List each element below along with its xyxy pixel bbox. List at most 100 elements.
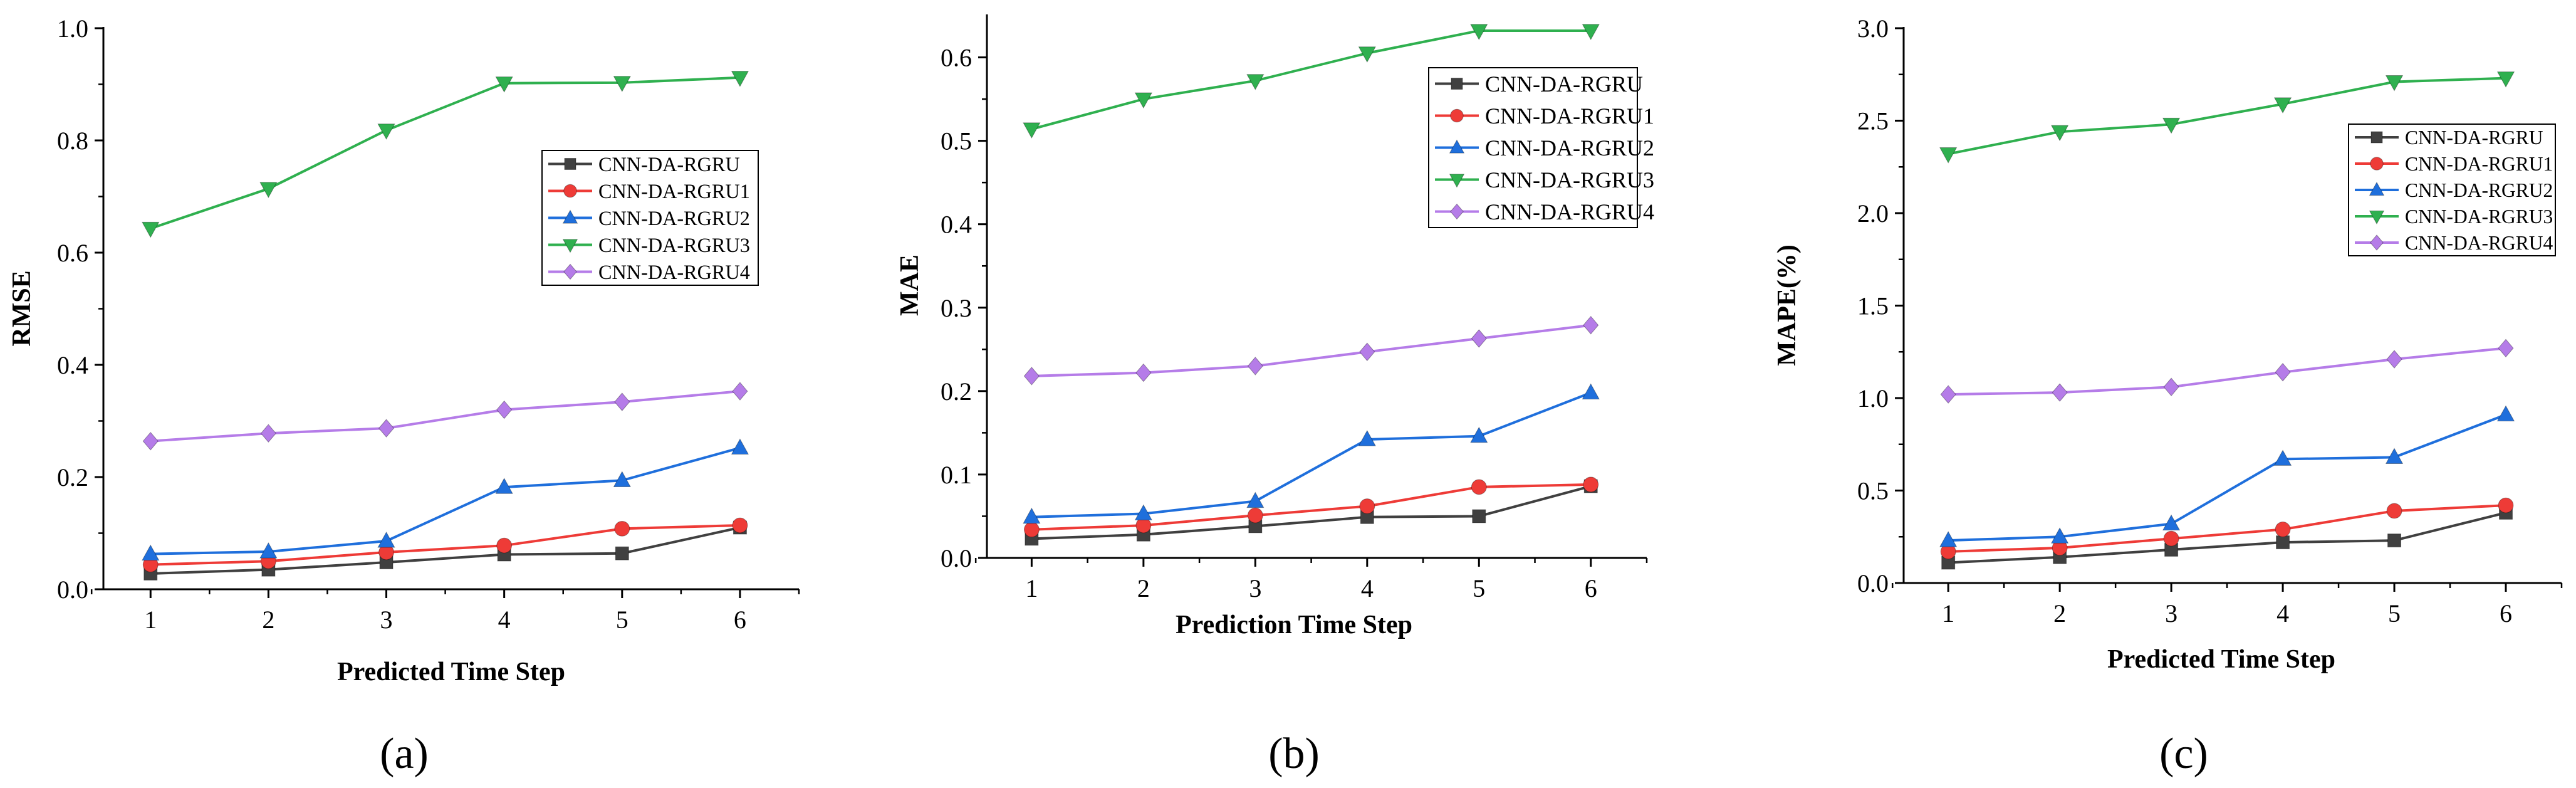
data-point xyxy=(2162,117,2181,134)
data-point xyxy=(731,438,749,455)
data-point xyxy=(1135,363,1152,382)
data-point xyxy=(2498,497,2514,513)
series-line xyxy=(150,446,741,555)
data-point xyxy=(2273,97,2292,113)
y-tick-label: 0.5 xyxy=(941,127,972,155)
data-point xyxy=(1023,507,1041,524)
x-tick-label: 6 xyxy=(2500,599,2512,628)
legend-swatch-marker xyxy=(562,209,578,224)
data-point xyxy=(2162,514,2181,531)
data-point xyxy=(259,542,278,559)
x-tick-label: 6 xyxy=(1585,574,1597,602)
data-point xyxy=(1247,507,1263,523)
data-point xyxy=(2387,533,2402,548)
legend-swatch-marker xyxy=(1451,78,1463,90)
y-tick-label: 0.4 xyxy=(57,351,88,379)
legend-entry-label: CNN-DA-RGRU3 xyxy=(1485,167,1654,192)
data-point xyxy=(378,419,395,438)
x-tick-label: 4 xyxy=(498,606,511,634)
legend-entry-label: CNN-DA-RGRU xyxy=(2405,127,2543,149)
series-cnn-da-rgru2 xyxy=(1939,405,2515,547)
data-point xyxy=(142,431,159,451)
legend-entry-label: CNN-DA-RGRU1 xyxy=(2405,153,2553,175)
data-point xyxy=(1247,357,1263,376)
series-line xyxy=(1948,504,2506,553)
series-cnn-da-rgru xyxy=(1025,479,1598,546)
data-point xyxy=(1583,476,1599,493)
legend: CNN-DA-RGRU CNN-DA-RGRU1 CNN-DA-RGRU2 CNN-D… xyxy=(2348,123,2556,256)
legend-swatch-marker xyxy=(2370,131,2383,144)
legend-swatch-marker xyxy=(1450,203,1464,220)
data-point xyxy=(2273,449,2292,466)
data-point xyxy=(1939,147,1958,164)
series-cnn-da-rgru xyxy=(143,520,747,580)
x-tick-label: 1 xyxy=(1942,599,1954,628)
data-point xyxy=(613,76,631,92)
series-cnn-da-rgru2 xyxy=(1023,383,1600,524)
data-point xyxy=(2498,339,2514,358)
data-point xyxy=(496,537,513,554)
x-tick-label: 6 xyxy=(734,606,746,634)
y-tick-label: 0.0 xyxy=(1857,569,1889,597)
y-tick-label: 0.2 xyxy=(941,377,972,406)
data-point xyxy=(2386,503,2402,519)
panel-caption: (c) xyxy=(2159,730,2208,778)
y-tick-label: 3.0 xyxy=(1857,14,1889,43)
legend: CNN-DA-RGRU CNN-DA-RGRU1 CNN-DA-RGRU2 CNN-D… xyxy=(1428,67,1654,228)
y-tick-label: 0.1 xyxy=(941,461,972,489)
y-tick-label: 0.0 xyxy=(941,544,972,572)
data-point xyxy=(2385,75,2404,92)
y-tick-label: 0.6 xyxy=(941,44,972,72)
x-tick-label: 1 xyxy=(144,606,157,634)
x-axis-title: Prediction Time Step xyxy=(1176,611,1412,639)
legend-entry-label: CNN-DA-RGRU2 xyxy=(598,207,750,229)
chart-panel-a: 0.0 0.2 0.4 0.6 0.8 1.0 1 2 3 4 5 6 Predicted Time S… xyxy=(8,14,800,778)
data-point xyxy=(2163,530,2179,547)
series-cnn-da-rgru3 xyxy=(1023,24,1600,139)
data-point xyxy=(2052,383,2068,402)
data-point xyxy=(1470,426,1488,443)
data-point xyxy=(613,471,631,487)
series-cnn-da-rgru4 xyxy=(142,382,748,451)
data-point xyxy=(259,182,278,199)
y-tick-label: 0.4 xyxy=(941,211,972,239)
data-point xyxy=(1134,504,1153,521)
y-tick-label: 2.0 xyxy=(1857,199,1889,228)
data-point xyxy=(1940,385,1956,404)
series-cnn-da-rgru2 xyxy=(142,438,749,561)
data-point xyxy=(2276,535,2290,550)
legend-entry-label: CNN-DA-RGRU4 xyxy=(598,261,750,283)
data-point xyxy=(1023,122,1041,139)
legend: CNN-DA-RGRU CNN-DA-RGRU1 CNN-DA-RGRU2 CNN-D… xyxy=(541,150,759,286)
data-point xyxy=(1358,46,1376,63)
data-point xyxy=(1471,479,1487,495)
data-point xyxy=(2275,362,2291,382)
panel-caption: (b) xyxy=(1268,730,1320,778)
data-point xyxy=(260,424,276,443)
x-axis-title: Predicted Time Step xyxy=(337,658,565,686)
data-point xyxy=(1472,509,1486,523)
data-point xyxy=(2051,125,2069,142)
legend-swatch-marker xyxy=(562,239,578,253)
series-cnn-da-rgru4 xyxy=(1023,315,1599,386)
data-point xyxy=(1471,329,1487,348)
legend-swatch-marker xyxy=(563,263,577,280)
legend-swatch-marker xyxy=(2369,181,2385,196)
x-tick-label: 3 xyxy=(380,606,393,634)
x-tick-label: 2 xyxy=(1137,574,1150,602)
y-axis-title: RMSE xyxy=(8,270,36,346)
data-point xyxy=(377,123,395,140)
legend-swatch-marker xyxy=(1449,139,1465,154)
legend-swatch-marker xyxy=(2370,157,2384,171)
data-point xyxy=(142,221,160,238)
data-point xyxy=(495,76,513,93)
legend-swatch-marker xyxy=(1449,174,1465,188)
data-point xyxy=(1583,315,1599,335)
series-cnn-da-rgru1 xyxy=(1023,476,1599,538)
data-point xyxy=(1939,531,1958,547)
data-point xyxy=(732,517,748,533)
x-tick-label: 2 xyxy=(2053,599,2066,628)
series-cnn-da-rgru3 xyxy=(1939,71,2515,164)
